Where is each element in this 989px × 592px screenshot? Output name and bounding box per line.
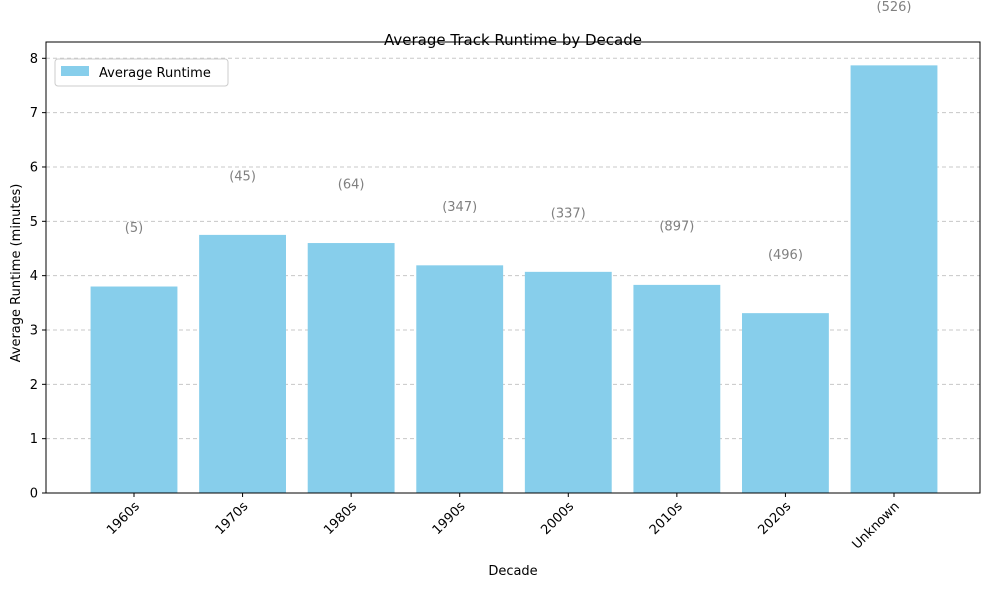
legend-box xyxy=(54,58,229,87)
bar xyxy=(633,284,721,493)
y-tick-label: 8 xyxy=(30,52,38,67)
y-tick-label: 7 xyxy=(30,106,38,121)
y-tick-label: 6 xyxy=(30,160,38,175)
bar xyxy=(524,271,612,493)
y-tick-label: 0 xyxy=(30,487,38,502)
x-axis: 1960s 1970s 1980s 1990s 2000s 2010s 2020s Unkno… xyxy=(104,493,903,553)
legend-swatch xyxy=(61,66,89,76)
x-tick-label: 1970s xyxy=(213,499,252,538)
bar-count-annotation: (337) xyxy=(551,207,586,222)
x-axis-label: Decade xyxy=(488,564,537,579)
bar xyxy=(742,313,829,493)
bar-count-annotation: (897) xyxy=(659,220,694,235)
bars-layer xyxy=(90,65,938,494)
plot-frame xyxy=(45,41,981,494)
bar-count-annotation: (45) xyxy=(229,170,256,185)
x-tick-label: 1990s xyxy=(430,499,469,538)
bar-count-annotation: (5) xyxy=(125,221,143,236)
bar xyxy=(307,243,395,493)
annotations-layer: (5) (45) (64) (347) (337) (897) (496) (526) xyxy=(125,0,912,263)
bar-count-annotation: (526) xyxy=(877,0,912,15)
x-tick-label: Unknown xyxy=(850,499,903,552)
x-tick-label: 2010s xyxy=(647,499,686,538)
x-tick-label: 2020s xyxy=(755,499,794,538)
bar xyxy=(90,286,178,493)
bar xyxy=(850,65,938,494)
y-axis: 0 1 2 3 4 5 6 7 8 xyxy=(30,52,46,502)
bar-count-annotation: (64) xyxy=(338,178,365,193)
y-tick-label: 1 xyxy=(30,432,38,447)
grid-layer xyxy=(46,57,980,440)
y-tick-label: 5 xyxy=(30,215,38,230)
legend-label: Average Runtime xyxy=(99,66,211,81)
y-tick-label: 3 xyxy=(30,323,38,338)
y-tick-label: 4 xyxy=(30,269,38,284)
x-tick-label: 1960s xyxy=(104,499,143,538)
chart-title: Average Track Runtime by Decade xyxy=(384,31,642,49)
x-tick-label: 1980s xyxy=(321,499,360,538)
bar-count-annotation: (496) xyxy=(768,248,803,263)
bar xyxy=(416,265,504,493)
bar xyxy=(199,234,286,493)
x-tick-label: 2000s xyxy=(538,499,577,538)
y-tick-label: 2 xyxy=(30,378,38,393)
legend: Average Runtime xyxy=(54,58,229,87)
bar-count-annotation: (347) xyxy=(442,200,477,215)
y-axis-label: Average Runtime (minutes) xyxy=(9,184,24,363)
